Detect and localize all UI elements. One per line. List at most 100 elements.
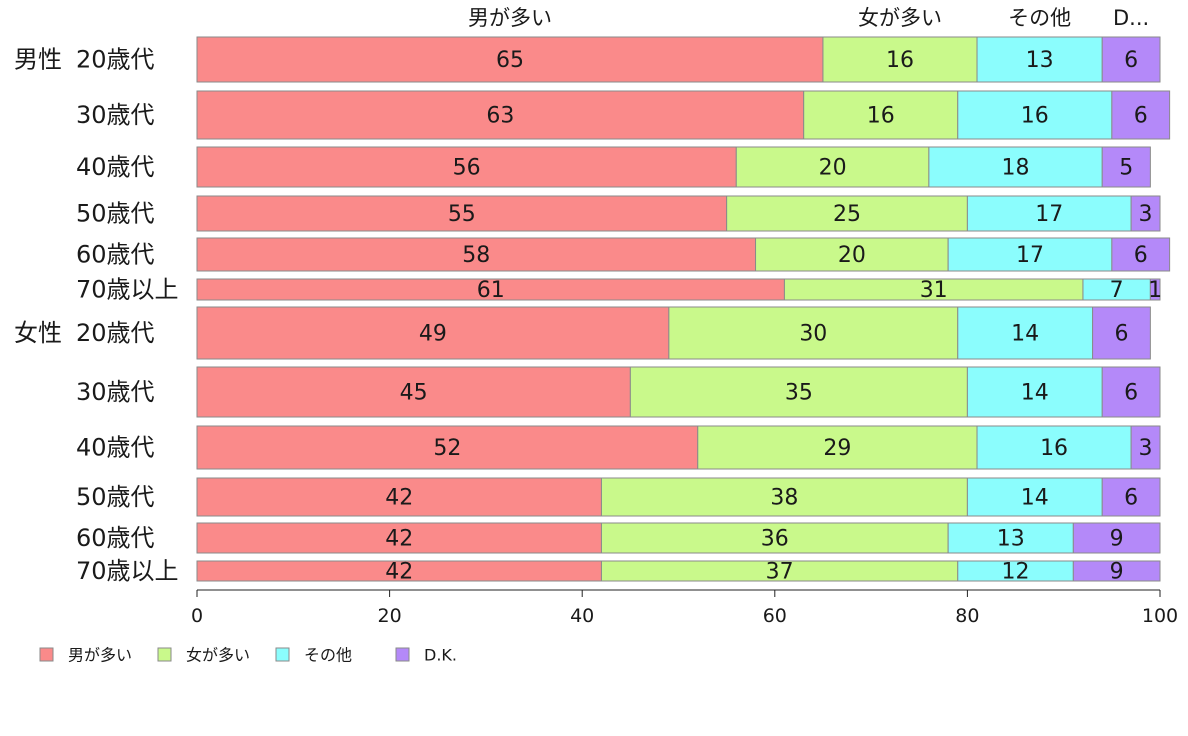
bar-segment [726, 195, 968, 232]
data-label: 6 [1124, 48, 1138, 73]
bar-segment [196, 425, 699, 470]
bar-segment [976, 36, 1103, 83]
data-label: 65 [496, 48, 524, 73]
data-label: 6 [1134, 243, 1148, 268]
data-label: 18 [1002, 156, 1030, 181]
bar-row: 70歳以上 61 31 7 1 [76, 276, 1162, 304]
data-label: 55 [448, 202, 476, 227]
bar-segment [1130, 195, 1161, 232]
top-label-1: 女が多い [858, 6, 942, 30]
data-label: 49 [419, 322, 447, 347]
top-category-labels: 男が多い 女が多い その他 D... [468, 6, 1149, 30]
data-label: 42 [385, 486, 413, 511]
bar-segment [196, 90, 805, 140]
bar-segment [976, 425, 1132, 470]
data-label: 36 [761, 527, 789, 552]
data-label: 16 [867, 104, 895, 129]
bar-segment [1101, 146, 1151, 188]
bar-segment [196, 477, 602, 517]
bar-row: 60歳代 42 36 13 9 [76, 522, 1161, 554]
row-label: 60歳代 [76, 241, 155, 269]
row-label: 50歳代 [76, 483, 155, 511]
row-label: 40歳代 [76, 153, 155, 181]
x-tick-label: 0 [191, 605, 203, 627]
data-label: 9 [1110, 527, 1124, 552]
data-label: 16 [1040, 436, 1068, 461]
group-label: 女性 [14, 319, 62, 347]
bar-segment [1111, 237, 1171, 272]
data-label: 7 [1110, 278, 1124, 303]
bar-row: 30歳代 63 16 16 6 [76, 90, 1171, 140]
bar-segment [1111, 90, 1171, 140]
data-label: 31 [920, 278, 948, 303]
data-label: 30 [799, 322, 827, 347]
bar-row: 50歳代 55 25 17 3 [76, 195, 1161, 232]
bar-segment [196, 195, 728, 232]
bar-segment [697, 425, 978, 470]
data-label: 13 [1026, 48, 1054, 73]
bar-segment [196, 522, 602, 554]
data-label: 42 [385, 560, 413, 585]
row-label: 30歳代 [76, 101, 155, 129]
data-label: 42 [385, 527, 413, 552]
data-label: 63 [486, 104, 514, 129]
group-label: 男性 [14, 46, 62, 74]
row-label: 20歳代 [76, 319, 155, 347]
bar-segment [668, 306, 959, 360]
bar-row: 男性 20歳代 65 16 13 6 [14, 36, 1161, 83]
bar-segment [755, 237, 949, 272]
bar-segment [735, 146, 930, 188]
data-label: 14 [1021, 381, 1049, 406]
top-label-0: 男が多い [468, 6, 552, 30]
bar-segment [1101, 36, 1161, 83]
x-tick-label: 60 [763, 605, 787, 627]
bar-segment [196, 237, 757, 272]
data-label: 35 [785, 381, 813, 406]
data-label: 9 [1110, 560, 1124, 585]
bar-segment [1092, 306, 1151, 360]
x-tick-label: 20 [378, 605, 402, 627]
legend-label: 女が多い [186, 646, 250, 665]
row-label: 60歳代 [76, 524, 155, 552]
row-label: 40歳代 [76, 434, 155, 462]
bar-segment [803, 90, 959, 140]
data-label: 16 [886, 48, 914, 73]
data-label: 3 [1139, 202, 1153, 227]
data-label: 20 [838, 243, 866, 268]
bar-row: 60歳代 58 20 17 6 [76, 237, 1171, 272]
row-label: 30歳代 [76, 378, 155, 406]
bar-segment [600, 477, 968, 517]
x-axis: 0 20 40 60 80 100 [191, 589, 1178, 627]
bar-segment [1101, 366, 1161, 418]
row-label: 70歳以上 [76, 557, 179, 585]
data-label: 45 [400, 381, 428, 406]
bar-segment [947, 237, 1113, 272]
bar-segment [822, 36, 978, 83]
top-label-3: D... [1113, 6, 1149, 30]
bar-segment [1101, 477, 1161, 517]
legend-swatch [39, 647, 54, 662]
data-label: 20 [819, 156, 847, 181]
bar-segment [196, 146, 737, 188]
data-label: 3 [1139, 436, 1153, 461]
bar-segment [957, 90, 1113, 140]
bar-segment [1130, 425, 1161, 470]
data-label: 6 [1124, 486, 1138, 511]
bar-row: 50歳代 42 38 14 6 [76, 477, 1161, 517]
bar-segment [196, 36, 824, 83]
bar-row: 40歳代 52 29 16 3 [76, 425, 1161, 470]
row-label: 20歳代 [76, 46, 155, 74]
data-label: 61 [477, 278, 505, 303]
data-label: 6 [1124, 381, 1138, 406]
bar-segment [1072, 522, 1161, 554]
legend-label: その他 [304, 646, 352, 665]
data-label: 52 [433, 436, 461, 461]
data-label: 14 [1011, 322, 1039, 347]
bar-segment [947, 522, 1074, 554]
bar-row: 40歳代 56 20 18 5 [76, 146, 1151, 188]
legend-swatch [395, 647, 410, 662]
data-label: 58 [462, 243, 490, 268]
data-label: 25 [833, 202, 861, 227]
x-tick-label: 100 [1142, 605, 1178, 627]
